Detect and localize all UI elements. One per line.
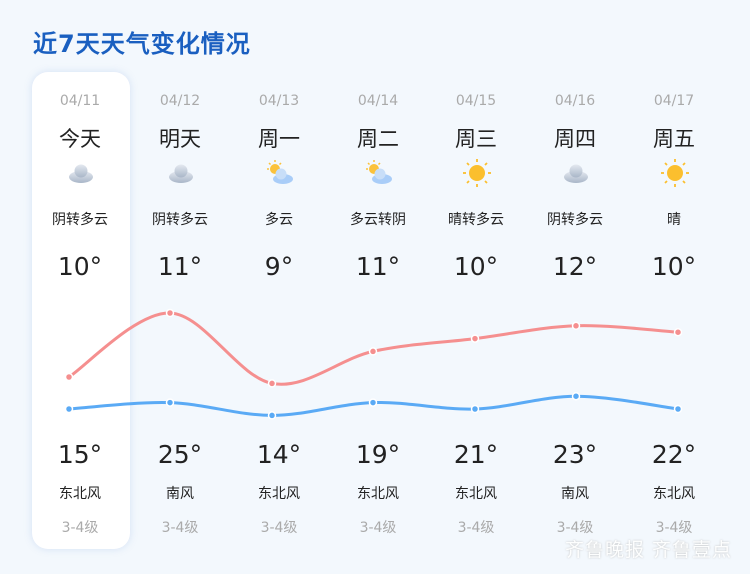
cloudy-icon <box>561 158 591 188</box>
low-temp-point <box>571 391 581 401</box>
date-label: 04/16 <box>554 93 596 109</box>
condition-label: 阴转多云 <box>545 203 605 237</box>
wind-level: 3-4级 <box>556 520 594 536</box>
low-temp: 12° <box>552 252 598 281</box>
condition-label: 晴转多云 <box>446 203 506 237</box>
high-temp: 21° <box>453 440 499 469</box>
cloudy-icon <box>66 158 96 188</box>
low-temp-point <box>165 398 175 407</box>
condition-text: 阴转多云 <box>152 211 208 228</box>
condition-text: 多云转阴 <box>350 211 406 228</box>
wind-direction: 南风 <box>166 486 194 502</box>
day-label: 周三 <box>455 127 497 151</box>
wind-direction: 东北风 <box>258 486 300 502</box>
sunny-icon <box>462 158 492 188</box>
wind-level: 3-4级 <box>359 520 397 536</box>
watermark: 齐鲁晚报 齐鲁壹点 <box>564 539 732 561</box>
low-temp: 11° <box>355 252 401 281</box>
date-label: 04/15 <box>455 93 497 109</box>
wind-level: 3-4级 <box>457 520 495 536</box>
high-temp-point <box>673 327 683 337</box>
high-temp-point <box>368 347 378 356</box>
low-temp: 10° <box>453 252 499 281</box>
high-temp-point <box>165 308 175 318</box>
low-temp: 11° <box>157 252 203 281</box>
condition-text: 阴转多云 <box>547 211 603 228</box>
condition-text: 多云 <box>265 211 293 228</box>
high-temp: 23° <box>552 440 598 469</box>
low-temp-point <box>673 404 683 414</box>
date-label: 04/11 <box>59 93 101 109</box>
condition-text: 晴转多云 <box>448 211 504 228</box>
high-temp-point <box>267 379 277 388</box>
wind-direction: 东北风 <box>357 486 399 502</box>
wind-level: 3-4级 <box>655 520 693 536</box>
partly-cloudy-icon <box>364 158 394 188</box>
condition-text: 阴转多云 <box>52 211 108 228</box>
low-temp: 10° <box>57 252 103 281</box>
high-temp: 22° <box>651 440 697 469</box>
high-temp-point <box>64 372 74 382</box>
wind-direction: 东北风 <box>653 486 695 502</box>
cloudy-icon <box>166 158 196 188</box>
page-title: 近7天天气变化情况 <box>33 30 251 58</box>
low-temp-point <box>470 404 480 414</box>
wind-level: 3-4级 <box>61 520 99 536</box>
date-label: 04/14 <box>357 93 399 109</box>
high-temp: 15° <box>57 440 103 469</box>
day-label: 周五 <box>653 127 695 151</box>
low-temp-point <box>267 411 277 420</box>
day-label: 明天 <box>159 127 201 151</box>
condition-text: 晴 <box>667 211 681 228</box>
wind-direction: 东北风 <box>59 486 101 502</box>
today-highlight-card <box>32 72 130 549</box>
day-label: 周四 <box>554 127 596 151</box>
day-label: 今天 <box>59 127 101 151</box>
condition-label: 阴转多云 <box>150 203 210 237</box>
condition-label: 阴转多云 <box>50 203 110 237</box>
day-label: 周二 <box>357 127 399 151</box>
wind-level: 3-4级 <box>260 520 298 536</box>
wind-direction: 南风 <box>561 486 589 502</box>
high-temp-point <box>571 321 581 331</box>
low-temp-point <box>64 404 74 414</box>
wind-direction: 东北风 <box>455 486 497 502</box>
low-temp: 10° <box>651 252 697 281</box>
sunny-icon <box>660 158 690 188</box>
low-temp: 9° <box>264 252 294 281</box>
wind-level: 3-4级 <box>161 520 199 536</box>
date-label: 04/12 <box>159 93 201 109</box>
condition-label: 多云 <box>249 203 309 237</box>
day-label: 周一 <box>258 127 300 151</box>
condition-label: 多云转阴 <box>348 203 408 237</box>
high-temp: 19° <box>355 440 401 469</box>
high-temp: 14° <box>256 440 302 469</box>
date-label: 04/13 <box>258 93 300 109</box>
partly-cloudy-icon <box>265 158 295 188</box>
condition-label: 晴 <box>644 203 704 237</box>
date-label: 04/17 <box>653 93 695 109</box>
high-temp: 25° <box>157 440 203 469</box>
high-temp-point <box>470 334 480 343</box>
low-temp-point <box>368 398 378 407</box>
